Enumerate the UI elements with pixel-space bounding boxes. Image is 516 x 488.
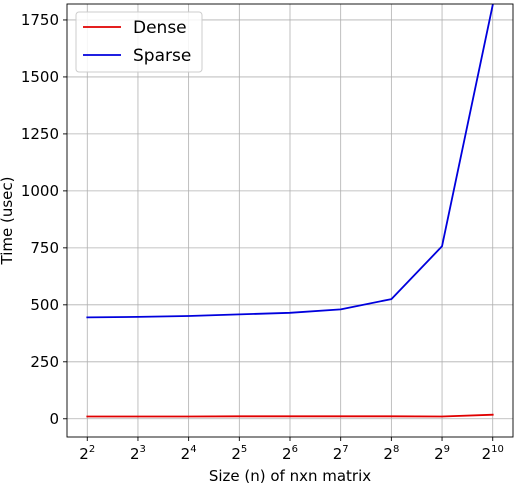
x-tick-label: 26 bbox=[282, 444, 298, 463]
y-tick-label: 0 bbox=[49, 410, 59, 428]
x-tick-label: 22 bbox=[79, 444, 95, 463]
y-tick-label: 500 bbox=[30, 296, 59, 314]
x-tick-label: 29 bbox=[434, 444, 450, 463]
x-tick-label: 24 bbox=[181, 444, 197, 463]
x-tick-label: 23 bbox=[130, 444, 146, 463]
legend-label: Dense bbox=[133, 18, 187, 38]
x-tick-label: 25 bbox=[231, 444, 247, 463]
legend-label: Sparse bbox=[133, 46, 191, 66]
x-tick-label: 210 bbox=[482, 444, 504, 463]
series-layer bbox=[86, 4, 494, 418]
x-axis-title: Size (n) of nxn matrix bbox=[209, 467, 371, 483]
y-tick-label: 1500 bbox=[21, 68, 59, 86]
y-tick-label: 750 bbox=[30, 239, 59, 257]
y-axis-title: Time (usec) bbox=[0, 177, 16, 266]
series-line-dense bbox=[86, 413, 494, 418]
y-tick-label: 1750 bbox=[21, 11, 59, 29]
y-tick-label: 1250 bbox=[21, 125, 59, 143]
grid bbox=[67, 4, 513, 437]
series-line-sparse bbox=[86, 4, 494, 319]
x-tick-label: 27 bbox=[333, 444, 349, 463]
y-tick-label: 1000 bbox=[21, 182, 59, 200]
y-tick-label: 250 bbox=[30, 353, 59, 371]
x-axis: 22 23 24 25 26 27 28 29 210 bbox=[79, 437, 504, 463]
y-axis: 0 250 500 750 1000 1250 1500 1750 bbox=[21, 11, 67, 428]
x-tick-label: 28 bbox=[383, 444, 399, 463]
legend: Dense Sparse bbox=[75, 11, 203, 73]
